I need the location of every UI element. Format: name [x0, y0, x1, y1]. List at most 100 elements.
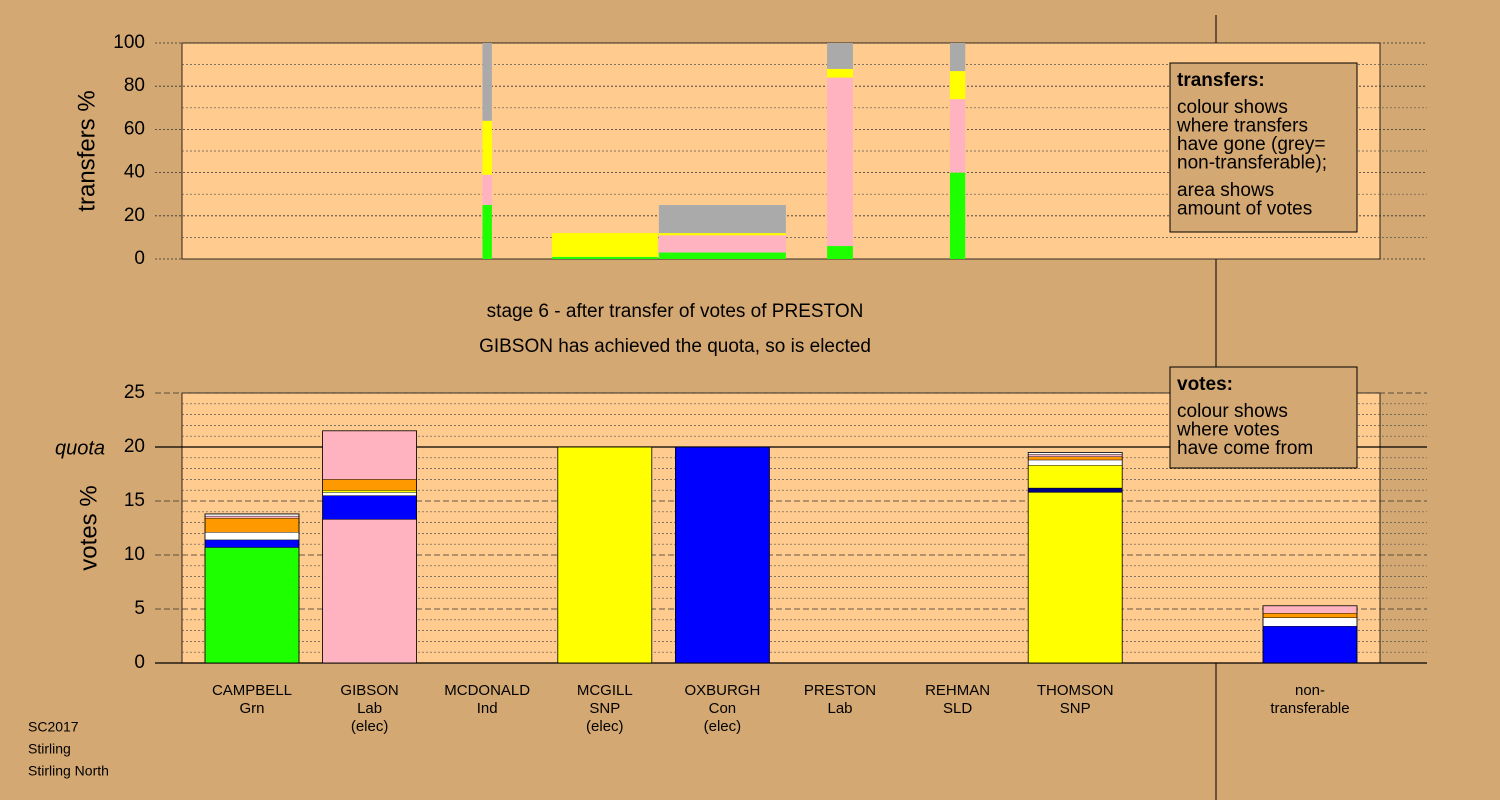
vote-segment: [322, 492, 417, 496]
y-tick-label: 25: [124, 382, 145, 403]
y-axis-label: votes %: [75, 485, 102, 570]
x-tick-label: PRESTON: [804, 682, 876, 699]
y-tick-label: 40: [124, 162, 145, 183]
x-tick-label: THOMSON: [1037, 682, 1114, 699]
x-tick-label: REHMAN: [925, 682, 990, 699]
legend-text: area shows: [1177, 180, 1274, 201]
vote-segment: [322, 495, 417, 520]
vote-segment: [204, 532, 300, 541]
legend-text: non-transferable);: [1177, 153, 1327, 174]
x-tick-label: SNP: [1060, 700, 1091, 717]
x-tick-label: Lab: [827, 700, 852, 717]
vote-segment: [1027, 454, 1123, 457]
vote-segment: [675, 446, 770, 664]
legend-text: colour shows: [1177, 97, 1288, 118]
y-tick-label: 5: [134, 598, 145, 619]
vote-segment: [204, 539, 300, 548]
legend-text: colour shows: [1177, 401, 1288, 422]
y-tick-label: 15: [124, 490, 145, 511]
transfer-segment: [482, 120, 492, 175]
vote-segment: [1262, 605, 1358, 614]
x-tick-label: Con: [709, 700, 737, 717]
bar-outline: [557, 446, 653, 664]
y-tick-label: 20: [124, 436, 145, 457]
x-tick-label: GIBSON: [340, 682, 398, 699]
transfer-segment: [949, 43, 966, 72]
vote-segment: [1027, 487, 1123, 493]
bar-outline: [1262, 605, 1358, 664]
transfer-segment: [827, 77, 853, 247]
x-tick-label: Ind: [477, 700, 498, 717]
footer-text: Stirling North: [28, 763, 109, 779]
x-tick-label: Lab: [357, 700, 382, 717]
transfer-segment: [827, 43, 853, 69]
transfer-segment: [551, 233, 658, 257]
x-tick-label: non-: [1295, 682, 1325, 699]
vote-segment: [204, 518, 300, 533]
y-axis-label: transfers %: [73, 90, 100, 211]
y-tick-label: 0: [134, 652, 145, 673]
footer-text: Stirling: [28, 741, 71, 757]
vote-segment: [1262, 617, 1358, 627]
vote-segment: [1027, 459, 1123, 466]
vote-segment: [322, 519, 417, 664]
legend-box: [1169, 62, 1358, 233]
stage-text: stage 6 - after transfer of votes of PRE…: [487, 301, 864, 322]
x-tick-label: SNP: [589, 700, 620, 717]
x-tick-label: MCDONALD: [444, 682, 530, 699]
bar-outline: [322, 430, 418, 664]
x-tick-label: OXBURGH: [684, 682, 760, 699]
y-tick-label: 0: [134, 248, 145, 269]
vote-segment: [322, 490, 417, 493]
transfer-segment: [658, 235, 786, 253]
transfer-segment: [949, 99, 966, 173]
bar-outline: [204, 513, 300, 664]
x-tick-label: MCGILL: [577, 682, 633, 699]
transfer-segment: [827, 246, 853, 259]
transfer-segment: [658, 252, 786, 259]
transfer-segment: [551, 256, 658, 259]
transfer-segment: [949, 172, 966, 259]
transfer-segment: [482, 174, 492, 205]
legend-box: [1169, 366, 1358, 469]
legend-title: votes:: [1177, 374, 1233, 395]
y-tick-label: 20: [124, 205, 145, 226]
transfer-segment: [482, 205, 492, 259]
legend-text: where votes: [1176, 420, 1279, 441]
legend-text: have come from: [1177, 438, 1313, 459]
vote-segment: [1027, 456, 1123, 461]
transfer-segment: [482, 43, 492, 121]
vote-segment: [1262, 613, 1358, 618]
vote-segment: [322, 430, 417, 480]
legend-text: have gone (grey=: [1177, 134, 1325, 155]
x-tick-label: CAMPBELL: [212, 682, 292, 699]
legend-text: amount of votes: [1177, 199, 1312, 220]
x-tick-label: SLD: [943, 700, 972, 717]
x-tick-label: (elec): [704, 718, 742, 735]
vote-segment: [1027, 492, 1123, 664]
stage-text: GIBSON has achieved the quota, so is ele…: [479, 336, 871, 357]
x-tick-label: (elec): [351, 718, 389, 735]
vote-segment: [1262, 626, 1358, 664]
y-tick-label: 60: [124, 118, 145, 139]
x-tick-label: Grn: [239, 700, 264, 717]
transfer-segment: [827, 68, 853, 78]
vote-segment: [322, 479, 417, 491]
transfer-segment: [949, 71, 966, 100]
vote-segment: [557, 446, 652, 664]
legend-title: transfers:: [1177, 70, 1265, 91]
x-tick-label: (elec): [586, 718, 624, 735]
y-tick-label: 80: [124, 75, 145, 96]
x-tick-label: transferable: [1270, 700, 1349, 717]
y-tick-label: 10: [124, 544, 145, 565]
vote-segment: [204, 515, 300, 519]
vote-segment: [1027, 465, 1123, 489]
quota-label: quota: [55, 437, 105, 459]
transfer-segment: [658, 233, 786, 236]
bar-outline: [1027, 451, 1123, 664]
transfer-segment: [658, 205, 786, 234]
bar-outline: [675, 446, 770, 664]
footer-text: SC2017: [28, 719, 79, 735]
vote-segment: [204, 547, 300, 664]
